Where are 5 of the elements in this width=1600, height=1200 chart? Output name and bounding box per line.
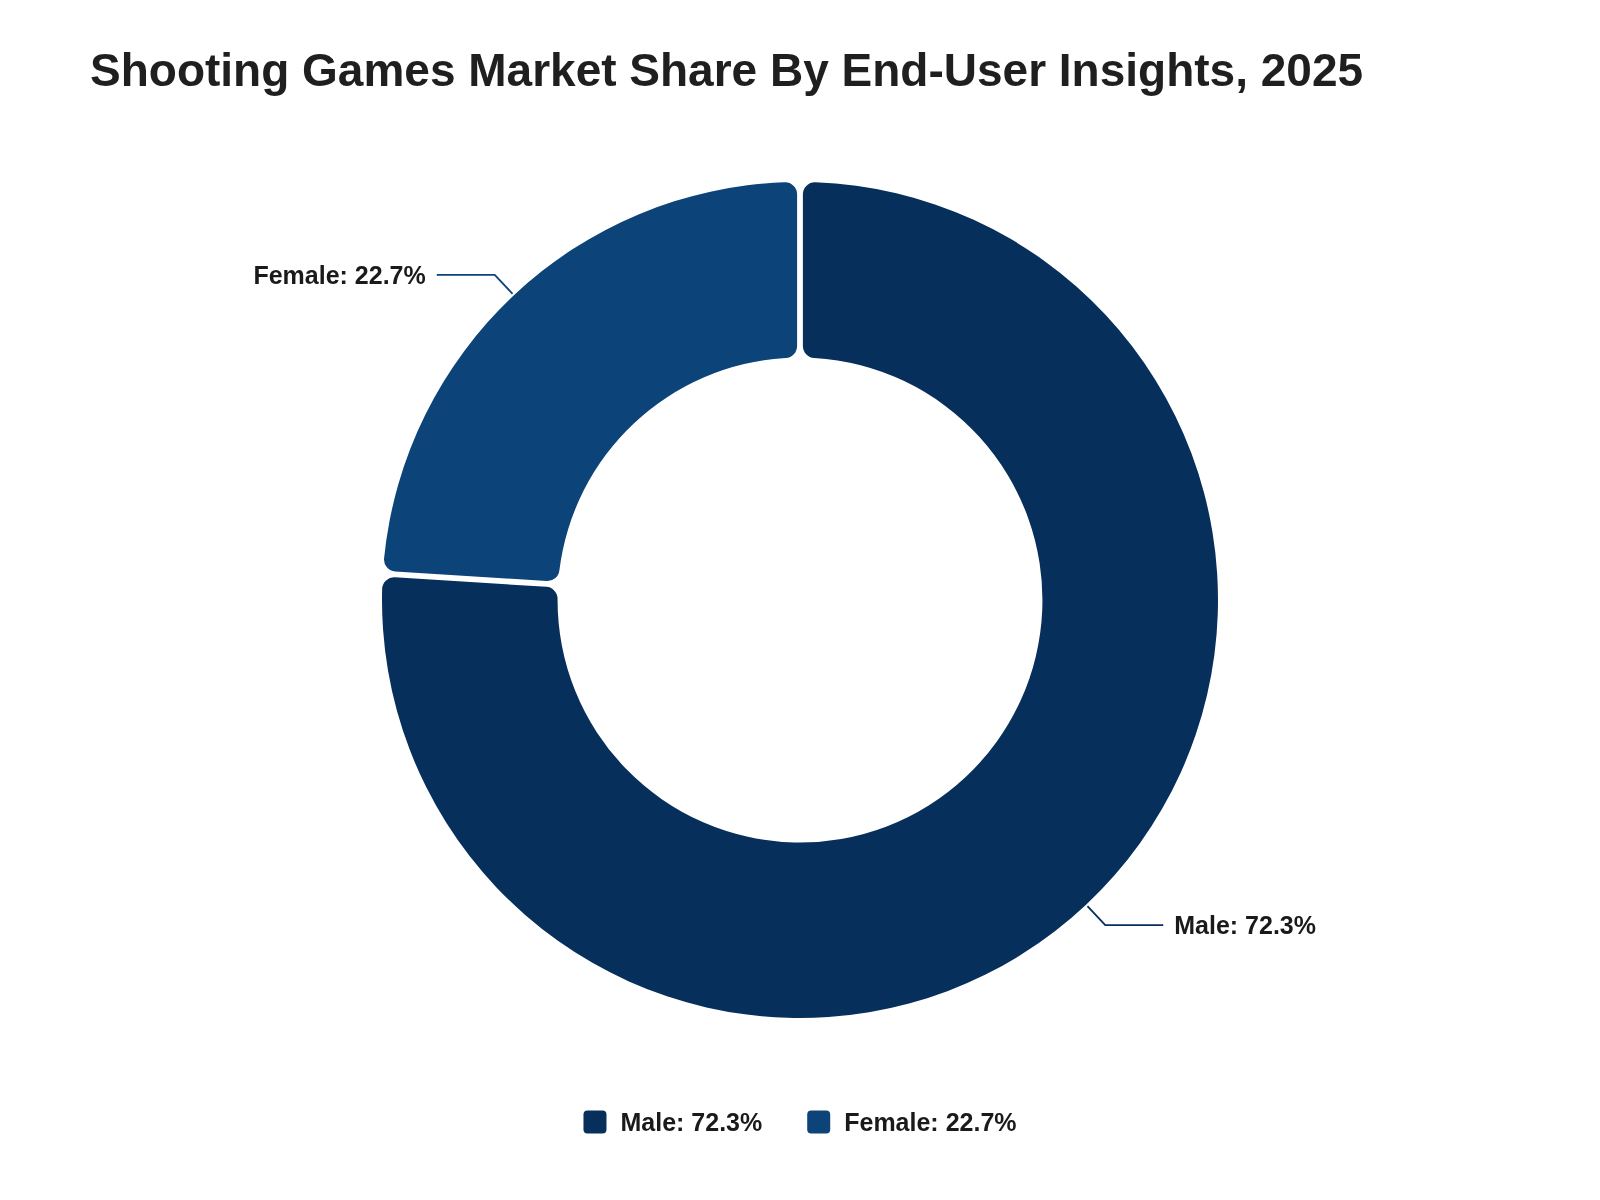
legend-label: Male: 72.3%: [620, 1107, 763, 1136]
slice-label: Female: 22.7%: [253, 260, 426, 289]
slice-label: Male: 72.3%: [1174, 910, 1316, 939]
chart-title: Shooting Games Market Share By End-User Insights, 2025: [90, 44, 1364, 96]
legend-label: Female: 22.7%: [844, 1107, 1017, 1136]
